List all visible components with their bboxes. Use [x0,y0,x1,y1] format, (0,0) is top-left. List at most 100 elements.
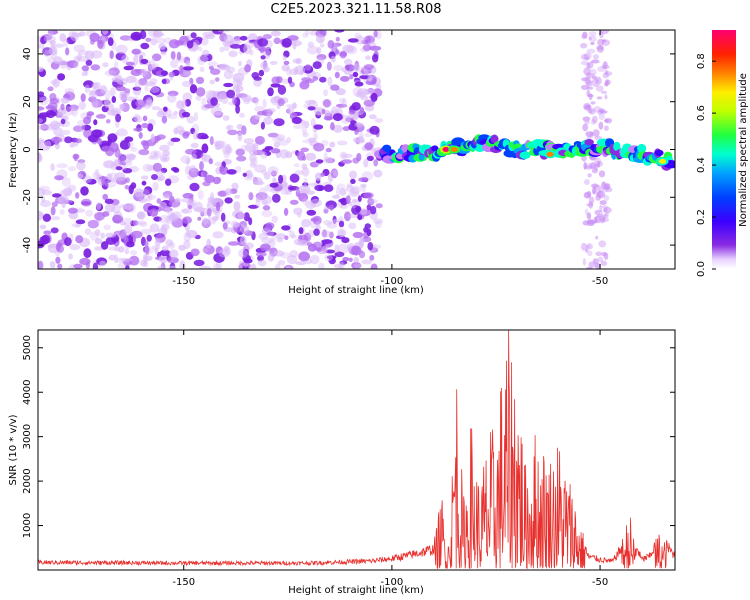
noise-speckle [306,241,313,247]
noise-speckle [190,32,197,39]
noise-speckle [109,50,114,60]
noise-speckle [127,153,136,161]
noise-speckle [120,154,133,164]
noise-speckle [303,177,308,186]
noise-speckle [223,82,234,88]
noise-speckle [67,207,78,214]
noise-speckle [283,207,289,216]
noise-speckle [90,64,101,71]
noise-speckle [369,45,382,51]
noise-speckle [203,104,215,109]
noise-speckle [323,219,332,226]
noise-speckle [140,58,149,65]
noise-speckle [257,47,270,52]
noise-speckle [130,182,137,190]
noise-speckle [107,133,118,143]
noise-speckle [144,81,156,87]
noise-speckle [50,206,56,216]
noise-speckle [339,50,347,59]
noise-speckle [228,50,238,58]
noise-speckle [586,203,594,207]
noise-speckle [92,262,99,269]
noise-speckle [347,38,359,43]
noise-speckle [163,193,171,200]
noise-speckle [75,235,84,244]
noise-speckle [373,218,384,224]
noise-speckle [114,77,124,83]
noise-speckle [214,111,224,116]
noise-speckle [602,72,609,79]
noise-speckle [56,110,61,117]
noise-speckle [80,186,89,196]
noise-speckle [224,245,230,253]
noise-speckle [140,68,148,77]
noise-speckle [604,125,609,131]
noise-speckle [157,265,165,269]
noise-speckle [587,173,592,178]
noise-speckle [339,188,347,196]
noise-speckle [330,256,336,262]
noise-speckle [39,224,47,230]
noise-speckle [342,44,355,53]
noise-speckle [62,106,75,116]
noise-speckle [590,41,595,46]
noise-speckle [323,208,329,214]
noise-speckle [208,158,213,165]
noise-speckle [64,136,73,144]
noise-speckle [232,72,245,83]
noise-speckle [231,182,239,191]
noise-speckle [43,230,52,235]
noise-speckle [266,108,276,113]
noise-speckle [152,53,162,62]
noise-speckle [373,30,378,38]
noise-speckle [212,30,224,35]
noise-speckle [80,93,86,102]
noise-speckle [210,97,218,106]
noise-speckle [85,209,94,217]
noise-speckle [161,223,170,231]
noise-speckle [348,222,357,230]
noise-speckle [289,173,300,183]
noise-speckle [369,125,380,135]
noise-speckle [360,208,368,216]
noise-speckle [594,135,602,140]
noise-speckle [41,46,52,56]
noise-speckle [363,158,369,168]
noise-speckle [109,142,119,153]
noise-speckle [591,59,600,64]
noise-speckle [124,153,137,159]
noise-speckle [300,147,310,153]
noise-speckle [352,231,364,239]
noise-speckle [125,265,130,269]
noise-speckle [100,232,105,239]
noise-speckle [591,75,598,80]
noise-speckle [364,132,373,138]
noise-speckle [258,69,265,77]
noise-speckle [150,133,156,143]
noise-speckle [254,164,267,173]
noise-speckle [353,257,360,264]
noise-speckle [301,219,312,228]
noise-speckle [346,45,358,55]
noise-speckle [167,93,177,103]
noise-speckle [208,91,218,96]
noise-speckle [281,38,292,48]
noise-speckle [199,161,204,171]
noise-speckle [75,138,82,144]
noise-speckle [122,168,133,174]
noise-speckle [604,212,609,218]
noise-speckle [604,70,609,75]
noise-speckle [375,203,383,209]
noise-speckle [94,229,101,236]
noise-speckle [158,201,167,209]
noise-speckle [61,177,71,187]
noise-speckle [116,128,128,137]
noise-speckle [323,205,330,211]
noise-speckle [264,146,274,151]
noise-speckle [598,240,607,248]
noise-speckle [142,140,150,150]
noise-speckle [334,251,345,258]
noise-speckle [370,92,378,102]
noise-speckle [146,97,153,106]
noise-speckle [260,195,272,205]
